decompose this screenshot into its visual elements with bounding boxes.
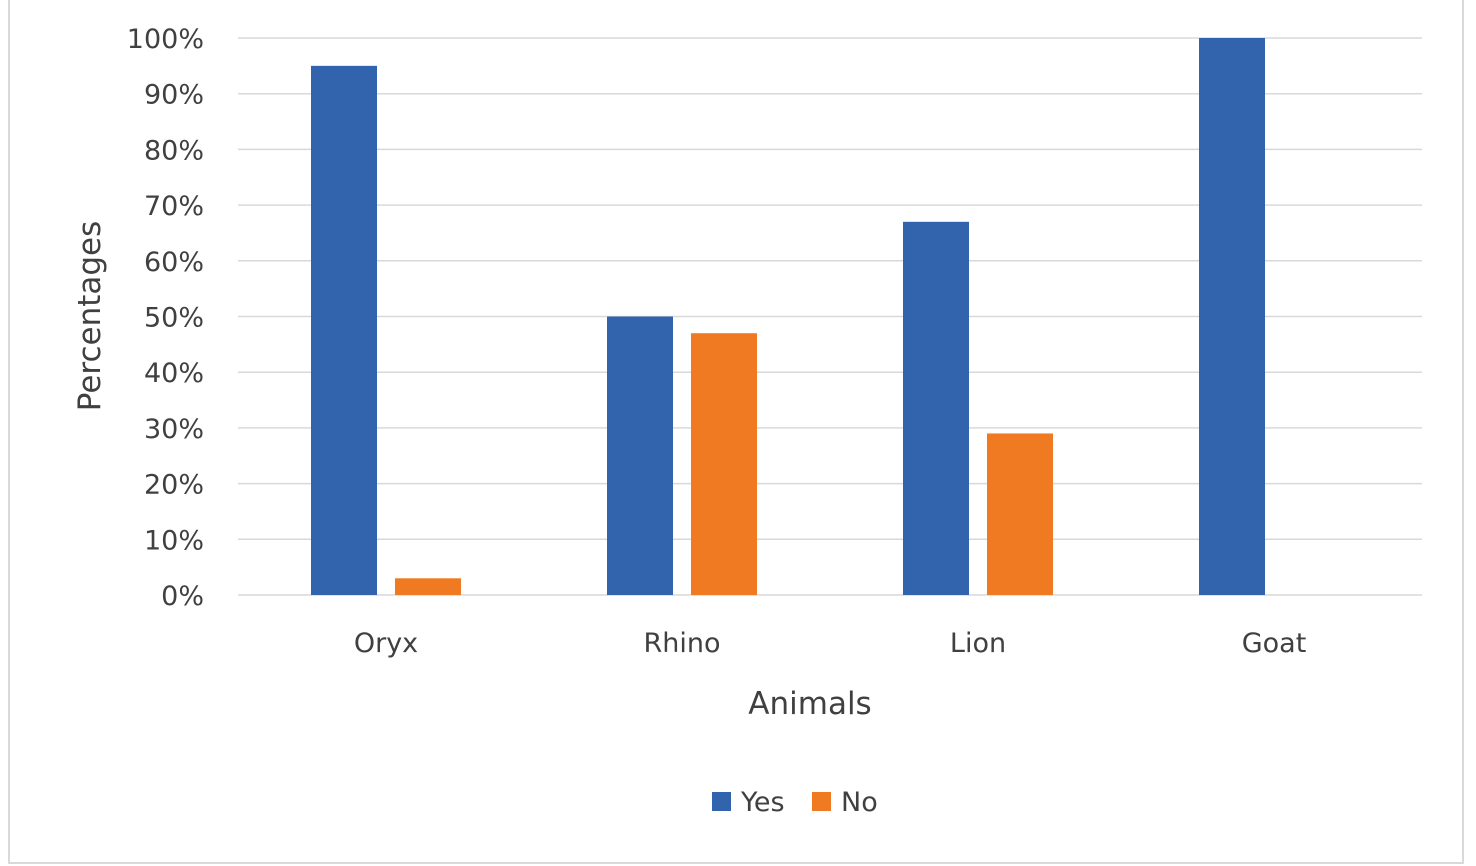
x-tick-label: Lion — [950, 628, 1006, 659]
y-tick-label: 60% — [144, 247, 204, 278]
y-tick-label: 80% — [144, 135, 204, 166]
y-tick-label: 10% — [144, 525, 204, 556]
bar-yes-oryx — [311, 65, 377, 596]
y-tick-label: 0% — [161, 581, 204, 612]
y-axis-title: Percentages — [72, 221, 108, 412]
x-axis-title: Animals — [748, 686, 871, 722]
y-tick-label: 40% — [144, 358, 204, 389]
y-tick-label: 100% — [127, 24, 204, 55]
bar-yes-rhino — [607, 316, 673, 595]
bar-no-rhino — [691, 333, 757, 595]
bar-yes-goat — [1199, 38, 1265, 595]
legend-swatch-no — [812, 792, 831, 811]
legend: Yes No — [712, 787, 878, 818]
x-tick-label: Rhino — [643, 628, 720, 659]
legend-label-no: No — [841, 787, 878, 818]
bars — [311, 38, 1265, 596]
bar-no-lion — [987, 433, 1053, 595]
y-tick-label: 90% — [144, 80, 204, 111]
legend-swatch-yes — [712, 792, 731, 811]
bar-no-oryx — [395, 578, 461, 595]
x-tick-labels: Oryx Rhino Lion Goat — [354, 628, 1306, 659]
y-tick-labels: 0% 10% 20% 30% 40% 50% 60% 70% 80% 90% 100% — [127, 24, 204, 612]
legend-label-yes: Yes — [740, 787, 785, 818]
y-tick-label: 20% — [144, 470, 204, 501]
y-tick-label: 70% — [144, 191, 204, 222]
x-tick-label: Goat — [1242, 628, 1307, 659]
y-tick-label: 50% — [144, 303, 204, 334]
y-tick-label: 30% — [144, 414, 204, 445]
x-tick-label: Oryx — [354, 628, 418, 659]
bar-yes-lion — [903, 221, 969, 595]
